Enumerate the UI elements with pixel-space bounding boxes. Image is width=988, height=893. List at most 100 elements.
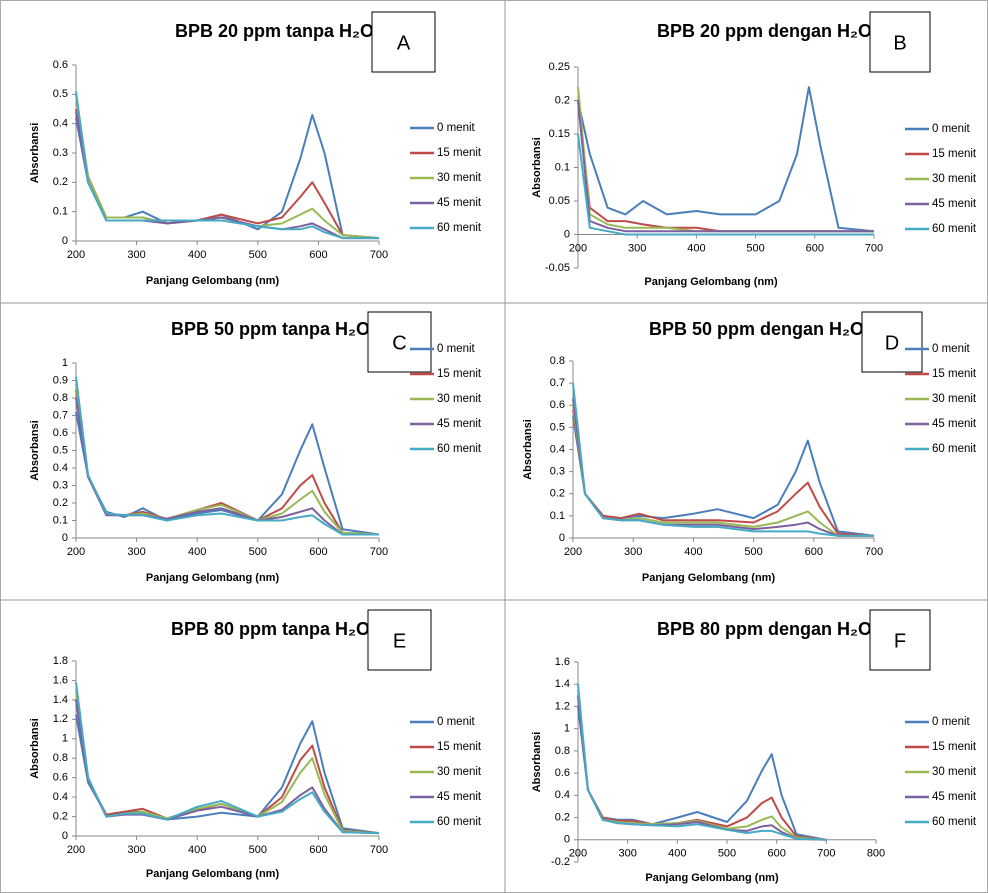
y-tick-label: 0.8: [53, 752, 68, 764]
label-box: [869, 609, 931, 671]
y-tick-label: 0.25: [549, 61, 570, 73]
panel-label: E: [393, 630, 406, 652]
y-tick-label: 0.4: [555, 789, 570, 801]
legend-label: 45 menit: [932, 791, 977, 803]
y-tick-label: 1: [62, 357, 68, 369]
y-tick-label: 0: [564, 834, 570, 846]
y-axis-label: Absorbansi: [531, 732, 543, 793]
x-tick-label: 400: [687, 242, 705, 254]
x-axis-label: Panjang Gelombang (nm): [146, 275, 280, 287]
legend-label: 30 menit: [932, 393, 977, 405]
chart-title: BPB 50 ppm tanpa H₂O: [171, 319, 370, 339]
x-tick-label: 700: [370, 249, 388, 261]
chart-title: BPB 80 ppm tanpa H₂O: [171, 619, 370, 639]
legend-label: 0 menit: [437, 122, 476, 134]
legend-label: 15 menit: [932, 741, 977, 753]
y-tick-label: 0.3: [53, 147, 68, 159]
y-tick-label: 0.1: [550, 510, 565, 522]
x-tick-label: 300: [127, 546, 145, 558]
x-tick-label: 300: [624, 546, 642, 558]
x-tick-label: 600: [806, 242, 824, 254]
y-tick-label: 1.4: [555, 678, 570, 690]
y-tick-label: 0.2: [550, 488, 565, 500]
legend-label: 60 menit: [932, 816, 977, 828]
y-tick-label: 0.1: [555, 161, 570, 173]
y-tick-label: 0.9: [53, 374, 68, 386]
legend-label: 60 menit: [932, 443, 977, 455]
x-axis-label: Panjang Gelombang (nm): [642, 572, 776, 584]
x-tick-label: 800: [867, 848, 885, 860]
y-tick-label: 0.6: [53, 772, 68, 784]
x-tick-label: 200: [564, 546, 582, 558]
panel-label: D: [885, 332, 899, 354]
legend-label: 0 menit: [437, 343, 476, 355]
label-box: [367, 311, 432, 373]
x-tick-label: 700: [370, 546, 388, 558]
legend-label: 30 menit: [437, 172, 482, 184]
legend-label: 45 menit: [437, 418, 482, 430]
y-tick-label: 0: [62, 235, 68, 247]
x-tick-label: 400: [188, 546, 206, 558]
x-axis-label: Panjang Gelombang (nm): [644, 276, 778, 288]
y-tick-label: 0.8: [53, 392, 68, 404]
y-tick-label: 0.4: [53, 791, 68, 803]
x-tick-label: 400: [188, 844, 206, 856]
legend-label: 60 menit: [437, 443, 482, 455]
legend-label: 15 menit: [437, 741, 482, 753]
legend-label: 30 menit: [932, 173, 977, 185]
series-line: [75, 376, 379, 536]
y-tick-label: 1: [62, 733, 68, 745]
y-tick-label: 1.4: [53, 694, 68, 706]
y-axis-label: Absorbansi: [29, 718, 41, 779]
y-axis-label: Absorbansi: [522, 419, 534, 480]
y-tick-label: 0.5: [53, 444, 68, 456]
series-line: [577, 100, 874, 233]
x-tick-label: 600: [309, 249, 327, 261]
y-tick-label: 0.4: [53, 118, 68, 130]
y-tick-label: 0.2: [53, 810, 68, 822]
y-tick-label: 0: [62, 532, 68, 544]
x-tick-label: 600: [309, 844, 327, 856]
series-line: [577, 684, 827, 841]
x-tick-label: 700: [865, 242, 883, 254]
x-tick-label: 300: [127, 249, 145, 261]
x-tick-label: 400: [188, 249, 206, 261]
legend-label: 0 menit: [932, 716, 971, 728]
x-tick-label: 300: [127, 844, 145, 856]
x-axis-label: Panjang Gelombang (nm): [146, 572, 280, 584]
legend-label: 45 menit: [437, 791, 482, 803]
y-tick-label: 0: [559, 532, 565, 544]
y-tick-label: -0.05: [545, 262, 570, 274]
y-tick-label: 0.4: [53, 462, 68, 474]
legend-label: 60 menit: [932, 223, 977, 235]
label-box: [367, 609, 432, 671]
y-tick-label: 0.5: [53, 88, 68, 100]
series-line: [75, 91, 379, 240]
y-tick-label: 0.2: [53, 176, 68, 188]
y-tick-label: 0.7: [53, 409, 68, 421]
chart-title: BPB 20 ppm dengan H₂O: [657, 21, 872, 41]
y-axis-label: Absorbansi: [531, 137, 543, 198]
panel-label: C: [392, 332, 406, 354]
x-tick-label: 500: [249, 546, 267, 558]
y-tick-label: 1: [564, 723, 570, 735]
panel-label: A: [397, 32, 411, 54]
series-line: [572, 409, 875, 537]
y-tick-label: 1.2: [555, 700, 570, 712]
x-tick-label: 500: [718, 848, 736, 860]
series-line: [572, 382, 874, 537]
x-tick-label: 700: [370, 844, 388, 856]
y-tick-label: 0.8: [555, 745, 570, 757]
series-line: [75, 397, 379, 536]
y-tick-label: 0.6: [550, 399, 565, 411]
series-line: [577, 86, 875, 233]
y-tick-label: -0.2: [551, 856, 570, 868]
y-tick-label: 0.2: [555, 811, 570, 823]
legend-label: 0 menit: [437, 716, 476, 728]
y-tick-label: 0.7: [550, 377, 565, 389]
legend-label: 30 menit: [437, 393, 482, 405]
y-tick-label: 0.5: [550, 421, 565, 433]
x-tick-label: 400: [684, 546, 702, 558]
y-tick-label: 0.8: [550, 355, 565, 367]
